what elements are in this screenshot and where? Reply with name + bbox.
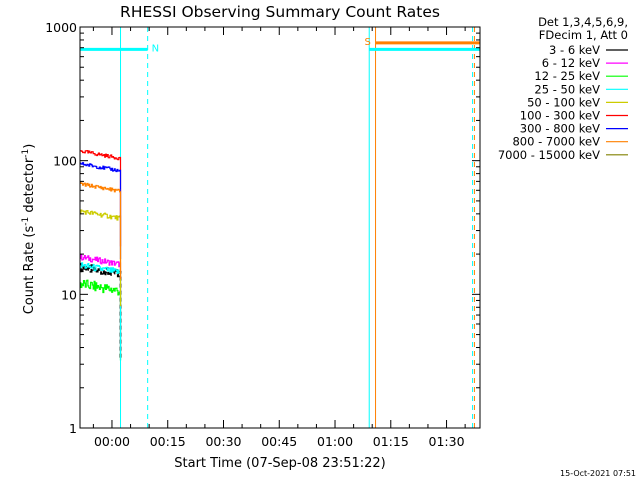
x-axis-label: Start Time (07-Sep-08 23:51:22) [174,456,385,471]
legend: Det 1,3,4,5,6,9, FDecim 1, Att 0 3 - 6 k… [498,15,628,162]
vertical-markers [120,27,475,428]
axis-box [79,26,481,429]
x-tick-label-0: 00:00 [94,434,130,449]
flag-label-0: N [152,43,159,54]
chart-title: RHESSI Observing Summary Count Rates [120,3,440,21]
legend-decimation: FDecim 1, Att 0 [539,28,628,42]
legend-detectors: Det 1,3,4,5,6,9, [538,15,628,29]
legend-label-4: 50 - 100 keV [527,95,600,109]
y-tick-label-0: 1 [69,421,77,436]
y-axis-label: Count Rate (s-1 detector-1) [21,144,37,315]
y-tick-label-3: 1000 [45,20,77,35]
legend-label-6: 300 - 800 keV [520,122,600,136]
legend-label-3: 25 - 50 keV [534,82,600,96]
y-tick-label-2: 100 [53,154,77,169]
series-lines [79,150,122,361]
legend-label-0: 3 - 6 keV [549,43,600,57]
y-tick-label-1: 10 [61,287,77,302]
series-line-1 [80,254,122,353]
axis-ticks: 1 10 100 1000 00:00 00:15 00:30 00:45 01:00 01:15… [45,20,480,449]
x-tick-label-4: 01:00 [317,434,353,449]
legend-label-1: 6 - 12 keV [542,56,600,70]
x-tick-label-2: 00:30 [205,434,241,449]
series-line-5 [80,150,122,247]
series-line-4 [80,209,122,307]
legend-label-7: 800 - 7000 keV [512,135,600,149]
series-line-2 [80,279,122,361]
x-tick-label-3: 00:45 [261,434,297,449]
x-tick-label-1: 00:15 [150,434,186,449]
series-line-7 [80,181,122,280]
series-line-3 [80,262,122,361]
legend-label-5: 100 - 300 keV [520,109,600,123]
axis-frame [79,26,481,429]
flag-label-1: S [365,37,371,48]
legend-label-2: 12 - 25 keV [534,69,600,83]
flag-bars: NS [80,37,480,54]
x-tick-label-5: 01:15 [373,434,409,449]
series-line-6 [80,162,122,259]
legend-label-8: 7000 - 15000 keV [498,148,600,162]
svg-text:Count Rate (s-1 detector-1): Count Rate (s-1 detector-1) [21,144,37,315]
x-tick-label-6: 01:30 [429,434,465,449]
footer-date: 15-Oct-2021 07:51 [560,469,636,478]
series-line-0 [79,262,122,361]
